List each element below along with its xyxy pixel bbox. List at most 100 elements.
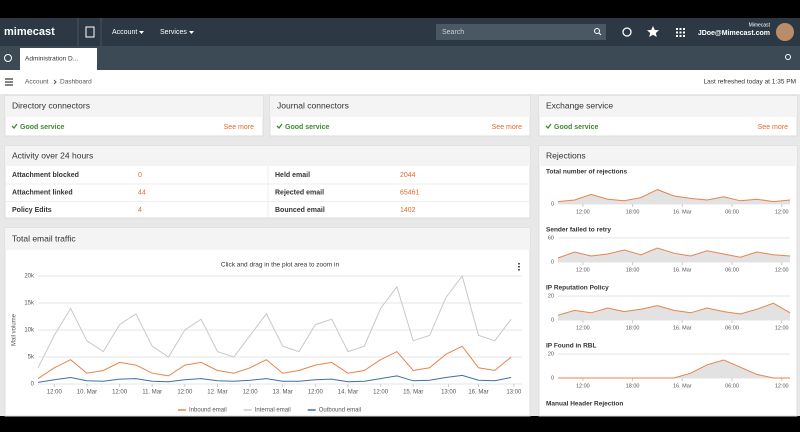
series-line xyxy=(558,359,790,379)
x-tick-label: 12:00 xyxy=(775,209,789,215)
rejections-panel xyxy=(538,145,798,417)
x-tick-label: 12:00 xyxy=(308,390,324,396)
panel-header xyxy=(5,228,530,250)
user-org: Mimecast xyxy=(749,22,771,28)
chart-title: Manual Header Rejection xyxy=(546,401,623,408)
dashboard-icon[interactable] xyxy=(85,26,95,38)
x-tick-label: 15. Mar xyxy=(403,390,423,396)
cell-label: Attachment blocked xyxy=(12,172,79,179)
x-tick-label: 14. Mar xyxy=(338,390,358,396)
legend-label[interactable]: Internal email xyxy=(255,408,291,414)
y-tick-label: 60 xyxy=(548,235,554,241)
x-tick-label: 12:00 xyxy=(775,383,789,389)
cell-value: 0 xyxy=(138,172,142,179)
caret xyxy=(139,31,144,34)
chart-menu[interactable] xyxy=(518,263,520,271)
panel-title: Journal connectors xyxy=(277,100,349,110)
cell-value: 4 xyxy=(138,207,142,214)
search-icon xyxy=(598,32,602,36)
x-tick-label: 12:00 xyxy=(243,390,259,396)
y-axis-title: Mail volume xyxy=(12,313,18,346)
activity-table: Attachment blocked 0 Held email 2044 Attachm… xyxy=(5,166,530,218)
x-tick-label: 06:00 xyxy=(725,267,739,273)
apps-icon[interactable] xyxy=(676,28,685,37)
series-line xyxy=(557,189,791,203)
service-panel: Journal connectors Good service See more xyxy=(269,95,531,137)
y-tick-label: 0 xyxy=(551,259,554,265)
legend-label[interactable]: Outbound email xyxy=(319,408,361,414)
tab[interactable] xyxy=(20,48,97,70)
chart-title: Sender failed to retry xyxy=(546,227,611,234)
chart-title: Total number of rejections xyxy=(546,169,628,176)
logo[interactable]: mimecast xyxy=(4,26,55,38)
x-tick-label: 12. Mar xyxy=(207,390,227,396)
x-tick-label: 18:00 xyxy=(626,325,640,331)
area xyxy=(558,248,790,262)
see-more[interactable]: See more xyxy=(224,124,254,131)
chart-subtitle: Click and drag in the plot area to zoom … xyxy=(221,262,340,269)
tab-search-icon[interactable] xyxy=(785,54,791,60)
see-more[interactable]: See more xyxy=(492,124,522,131)
x-tick-label: 16. Mar xyxy=(468,390,488,396)
cell-value: 65461 xyxy=(400,189,420,196)
x-tick-label: 06:00 xyxy=(725,209,739,215)
x-tick-label: 12:00 xyxy=(775,267,789,273)
y-tick-label: 0 xyxy=(551,317,554,323)
x-tick-label: 12:00 xyxy=(576,267,590,273)
menu-account[interactable]: Account xyxy=(112,29,137,36)
y-tick-label: 15k xyxy=(24,301,35,307)
breadcrumb-item[interactable]: Account xyxy=(25,79,49,86)
panel-title: Exchange service xyxy=(546,100,613,110)
menu-services[interactable]: Services xyxy=(160,29,187,36)
caret xyxy=(189,31,194,34)
search-icon[interactable] xyxy=(594,28,600,34)
chart-title: IP Reputation Policy xyxy=(546,285,609,292)
breadcrumb-item: Dashboard xyxy=(60,79,92,86)
cell-label: Attachment linked xyxy=(12,189,73,196)
y-tick-label: 10k xyxy=(24,328,35,334)
search-box[interactable] xyxy=(436,24,606,40)
x-tick-label: 16. Mar xyxy=(673,267,692,273)
panel-header xyxy=(5,146,530,166)
avatar[interactable] xyxy=(776,23,794,41)
series-line xyxy=(37,274,512,369)
panel-header xyxy=(539,146,797,166)
chart-title: IP Found in RBL xyxy=(546,343,596,350)
status: Good service xyxy=(285,124,329,131)
status: Good service xyxy=(554,124,598,131)
y-tick-label: 20 xyxy=(548,351,554,357)
last-refreshed: Last refreshed today at 1:35 PM xyxy=(704,79,797,86)
panel-title: Total email traffic xyxy=(12,233,76,243)
service-panel: Exchange service Good service See more xyxy=(538,95,798,137)
cell-value: 44 xyxy=(138,189,146,196)
x-tick-label: 16. Mar xyxy=(673,209,692,215)
cell-label: Rejected email xyxy=(275,189,324,196)
cell-value: 1402 xyxy=(400,207,416,214)
user-email[interactable]: JDoe@Mimecast.com xyxy=(698,30,770,37)
hamburger[interactable] xyxy=(5,78,13,86)
x-tick-label: 12:00 xyxy=(373,390,389,396)
service-panel: Directory connectors Good service See mo… xyxy=(4,95,264,137)
see-more[interactable]: See more xyxy=(758,124,788,131)
breadcrumb-bar xyxy=(0,70,800,94)
top-bar xyxy=(0,18,800,46)
x-tick-label: 13. Mar xyxy=(273,390,293,396)
x-tick-label: 13:00 xyxy=(441,390,457,396)
search-placeholder: Search xyxy=(442,29,464,36)
legend-label[interactable]: Inbound email xyxy=(189,408,227,414)
refresh-icon[interactable] xyxy=(4,54,12,62)
x-tick-label: 06:00 xyxy=(725,383,739,389)
x-tick-label: 12:00 xyxy=(576,209,590,215)
x-tick-label: 13:00 xyxy=(506,390,522,396)
cell-value: 2044 xyxy=(400,172,416,179)
history-icon[interactable] xyxy=(622,27,632,37)
x-tick-label: 12:00 xyxy=(112,390,128,396)
x-tick-label: 12:00 xyxy=(775,325,789,331)
x-tick-label: 10. Mar xyxy=(77,390,97,396)
x-tick-label: 11. Mar xyxy=(142,390,162,396)
y-tick-label: 5k xyxy=(28,355,35,361)
star-icon[interactable] xyxy=(647,26,659,37)
y-tick-label: 20k xyxy=(24,274,35,280)
cell-label: Policy Edits xyxy=(12,207,52,214)
